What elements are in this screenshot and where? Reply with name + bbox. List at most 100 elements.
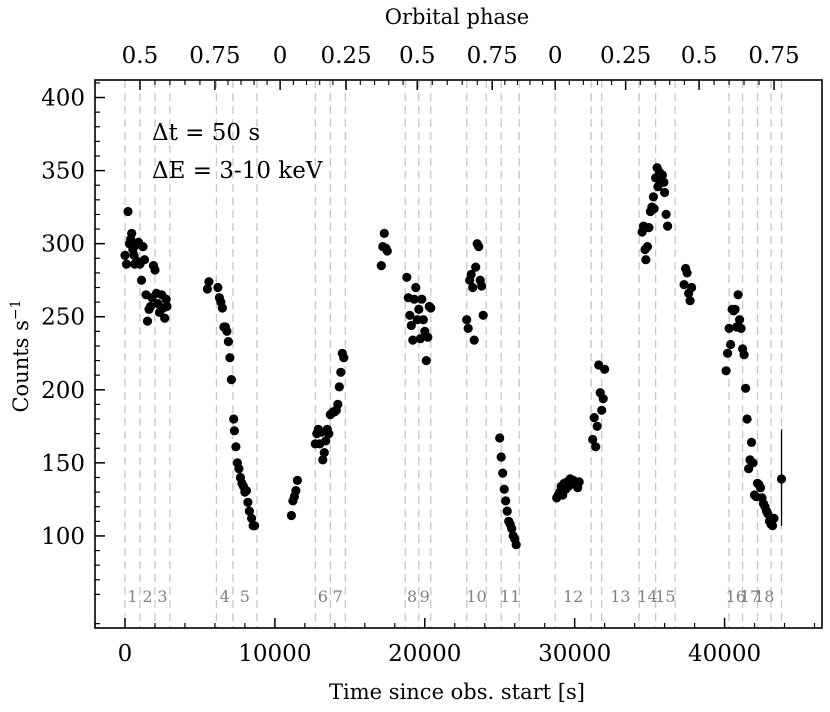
data-point-110: [469, 335, 479, 345]
data-point-197: [746, 437, 757, 447]
data-point-92: [408, 335, 418, 345]
data-point-190: [736, 323, 746, 333]
data-point-108: [466, 269, 476, 279]
data-point-212: [769, 513, 779, 524]
data-point-62: [292, 475, 302, 485]
data-point-173: [663, 221, 673, 231]
data-point-45: [231, 442, 241, 452]
data-point-180: [721, 366, 731, 376]
top-axis-label: Orbital phase: [385, 5, 529, 29]
data-point-146: [589, 413, 599, 423]
segment-label-2: 2: [142, 587, 152, 606]
data-point-58: [286, 510, 296, 521]
data-point-42: [226, 375, 236, 385]
data-point-85: [379, 228, 389, 238]
data-point-188: [733, 290, 743, 300]
y-axis-label-exponent: −1: [8, 299, 24, 320]
data-point-28: [160, 313, 170, 323]
data-point-83: [376, 261, 386, 271]
data-point-151: [597, 405, 607, 415]
data-point-104: [426, 303, 436, 313]
top-axis-ticks: 0.5 0.75 0 0.25 0.5 0.75 0 0.25 0.5 0.75: [122, 43, 800, 90]
data-point-44: [229, 426, 239, 436]
data-point-118: [496, 452, 506, 462]
data-point-211: [767, 521, 778, 531]
data-point-0: [120, 250, 130, 260]
left-axis-ticks: 100 150 200 250 300 350 400: [41, 82, 105, 625]
data-point-148: [592, 421, 602, 431]
data-point-198: [748, 458, 758, 468]
data-point-189: [735, 315, 745, 325]
data-point-163: [649, 204, 659, 214]
data-point-101: [421, 356, 431, 366]
data-point-82: [339, 353, 349, 363]
segment-label-11: 11: [500, 587, 520, 606]
y-tick-label-6: 400: [41, 86, 85, 112]
data-point-120: [499, 484, 509, 494]
data-point-17: [142, 316, 153, 326]
data-point-117: [495, 433, 505, 443]
phase-tick-label-1: 0.75: [189, 43, 240, 69]
data-point-122: [502, 506, 512, 516]
data-point-119: [498, 468, 508, 478]
segment-label-16: 16: [726, 587, 746, 606]
data-point-31: [202, 284, 212, 294]
data-point-72: [324, 429, 334, 439]
segment-label-9: 9: [420, 587, 430, 606]
x-tick-label-0: 0: [118, 641, 133, 667]
data-point-41: [225, 353, 235, 363]
data-point-162: [648, 192, 659, 202]
data-point-30: [162, 301, 172, 312]
data-point-29: [161, 294, 171, 304]
data-point-170: [659, 177, 669, 187]
annotation-energy-band: ΔE = 3-10 keV: [152, 158, 323, 184]
data-point-109: [468, 282, 478, 293]
segment-label-3: 3: [157, 587, 167, 606]
data-point-98: [417, 294, 427, 304]
data-point-40: [223, 337, 233, 347]
data-point-61: [291, 486, 301, 496]
data-point-147: [591, 442, 601, 452]
segment-label-8: 8: [407, 587, 417, 606]
x-tick-label-2: 20000: [388, 641, 461, 667]
data-point-43: [229, 414, 239, 424]
data-points: [120, 163, 779, 550]
data-point-159: [644, 223, 654, 233]
data-point-33: [213, 282, 223, 293]
phase-tick-label-6: 0: [548, 43, 563, 69]
data-point-13: [136, 275, 147, 285]
segment-label-6: 6: [318, 587, 328, 606]
segment-label-14: 14: [637, 587, 657, 606]
data-point-78: [333, 399, 343, 409]
data-point-80: [336, 367, 346, 377]
data-point-111: [471, 262, 481, 272]
data-point-94: [411, 282, 421, 293]
data-point-174: [679, 280, 689, 290]
x-tick-label-3: 30000: [538, 641, 611, 667]
data-point-70: [321, 436, 331, 446]
data-point-39: [222, 326, 232, 336]
segment-label-18: 18: [754, 587, 774, 606]
data-point-186: [730, 304, 740, 314]
data-point-121: [501, 496, 511, 506]
data-point-178: [685, 296, 695, 306]
error-bar-point: [776, 474, 787, 484]
x-axis-label: Time since obs. start [s]: [329, 680, 585, 704]
phase-tick-label-7: 0.25: [600, 43, 651, 69]
y-axis-label-text: Counts s: [9, 320, 33, 412]
data-point-57: [250, 521, 260, 531]
data-point-99: [418, 315, 428, 325]
plot-frame: [94, 79, 823, 629]
data-point-152: [598, 394, 608, 404]
segment-label-12: 12: [563, 587, 583, 606]
segment-label-17: 17: [740, 587, 760, 606]
data-point-90: [405, 310, 415, 320]
error-bars: [776, 429, 787, 526]
data-point-97: [415, 334, 425, 344]
data-point-52: [241, 486, 251, 496]
data-point-158: [642, 242, 653, 252]
phase-tick-label-8: 0.5: [681, 43, 718, 69]
